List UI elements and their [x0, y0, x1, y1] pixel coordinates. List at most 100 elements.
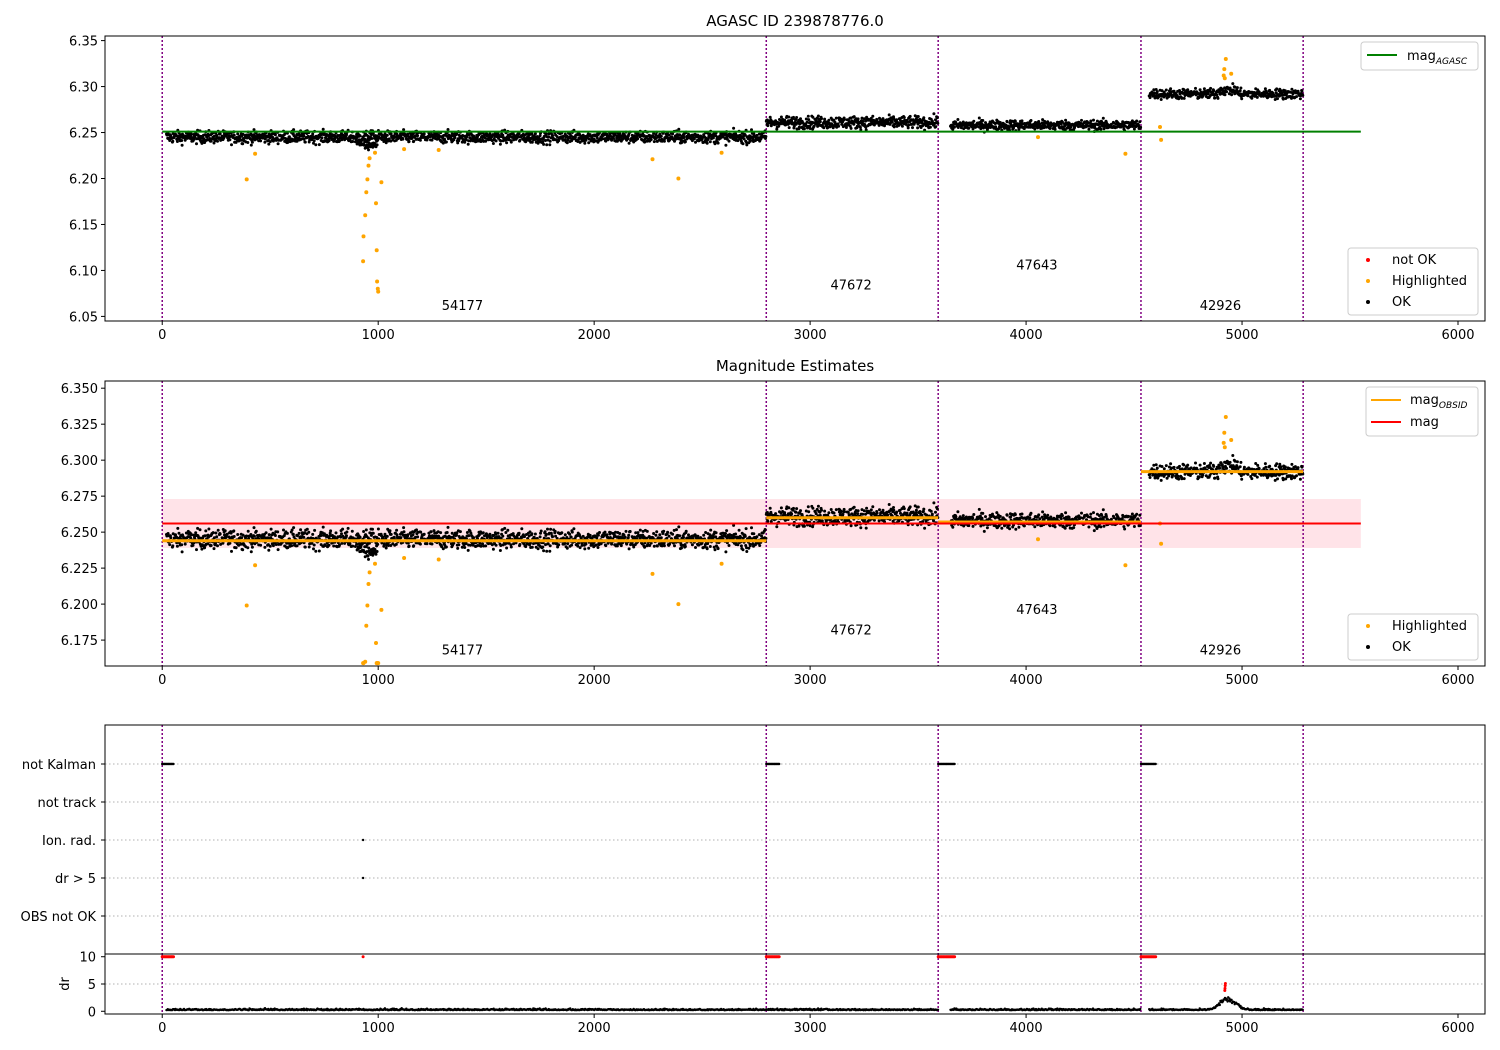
ok-point [530, 532, 534, 536]
ok-point [346, 526, 350, 530]
ok-point [568, 532, 572, 536]
ok-point [547, 135, 551, 139]
ok-point [852, 505, 856, 509]
ok-point [829, 508, 833, 511]
ok-point [612, 136, 615, 140]
obs-id-label: 47643 [1016, 259, 1057, 274]
ok-point [446, 128, 450, 131]
ok-point [402, 530, 406, 534]
ok-point [1099, 127, 1103, 131]
ok-point [935, 116, 939, 120]
ok-point [892, 506, 895, 509]
ok-point [273, 133, 277, 137]
ok-point [232, 529, 236, 533]
ok-point [804, 117, 808, 121]
ok-point [376, 138, 380, 142]
ok-point [312, 141, 315, 145]
ok-point [499, 139, 503, 143]
ok-point [1182, 96, 1186, 100]
ok-point [667, 133, 671, 137]
ok-point [232, 535, 236, 538]
ok-point [807, 118, 811, 122]
ok-point [569, 535, 573, 539]
ok-point [503, 526, 507, 530]
ok-point [834, 508, 838, 512]
ok-point [820, 117, 823, 121]
ok-point [263, 140, 267, 144]
ok-point [1159, 98, 1163, 101]
ok-point [654, 533, 658, 537]
ok-point [202, 137, 206, 141]
ok-point [967, 126, 971, 130]
ok-point [438, 135, 442, 138]
ok-point [327, 139, 331, 143]
ok-point [509, 140, 513, 144]
ok-point [410, 135, 414, 139]
ok-point [204, 529, 208, 533]
ok-point [820, 508, 823, 512]
ok-point [1239, 86, 1243, 90]
ok-point [317, 549, 321, 553]
ok-point [203, 546, 207, 550]
ok-point [875, 118, 879, 122]
panel-agasc: AGASC ID 239878776.0 5417747672476434292… [69, 12, 1486, 343]
ok-point [724, 550, 728, 554]
ok-point [787, 115, 791, 119]
ok-point [282, 528, 285, 532]
ok-point [271, 544, 275, 548]
ok-point [587, 137, 591, 141]
ok-point [271, 135, 275, 139]
ok-point [1148, 96, 1152, 100]
ok-point [929, 509, 933, 513]
ok-point [232, 133, 236, 137]
ok-point [544, 132, 548, 136]
ok-point [739, 134, 743, 138]
ok-point [694, 546, 697, 549]
ok-point [755, 535, 759, 539]
ok-point [429, 530, 433, 534]
ok-point [539, 529, 543, 533]
ok-point [779, 115, 783, 119]
ok-point [218, 132, 222, 136]
legend-label-not-ok: not OK [1392, 253, 1437, 268]
ok-point [250, 545, 254, 549]
highlighted-point [1229, 71, 1234, 76]
ok-point [412, 139, 416, 143]
ok-point [922, 507, 926, 511]
ok-point [557, 543, 561, 547]
ok-point [1155, 90, 1159, 94]
highlighted-point [719, 150, 724, 155]
obs-boundaries [161, 36, 1304, 321]
ok-point [327, 543, 331, 547]
ok-point [627, 547, 631, 551]
ok-point [1276, 97, 1279, 101]
highlighted-point [361, 259, 366, 264]
ok-point [805, 120, 809, 124]
ok-point [598, 531, 601, 534]
ok-point [892, 125, 896, 129]
x-tick-label: 5000 [1225, 328, 1258, 343]
ok-point [794, 510, 798, 514]
ok-point [783, 513, 787, 517]
ok-point [180, 139, 184, 142]
ok-point [259, 139, 263, 143]
ok-point [303, 140, 307, 144]
ok-point [364, 140, 368, 144]
ok-point [861, 119, 865, 123]
ok-point [441, 141, 445, 145]
ok-point [314, 549, 318, 553]
ok-point [859, 526, 863, 530]
ok-point [542, 142, 546, 146]
ok-point [223, 529, 227, 533]
ok-point [214, 531, 218, 535]
ok-point [446, 525, 450, 529]
ok-point [1246, 94, 1250, 98]
ok-point [836, 122, 840, 126]
ok-point [951, 127, 955, 131]
ok-point [584, 138, 588, 142]
ok-point [549, 527, 553, 531]
ok-point [341, 527, 345, 531]
ok-point [1202, 87, 1206, 91]
ok-point [775, 525, 779, 529]
ok-point [506, 528, 510, 532]
